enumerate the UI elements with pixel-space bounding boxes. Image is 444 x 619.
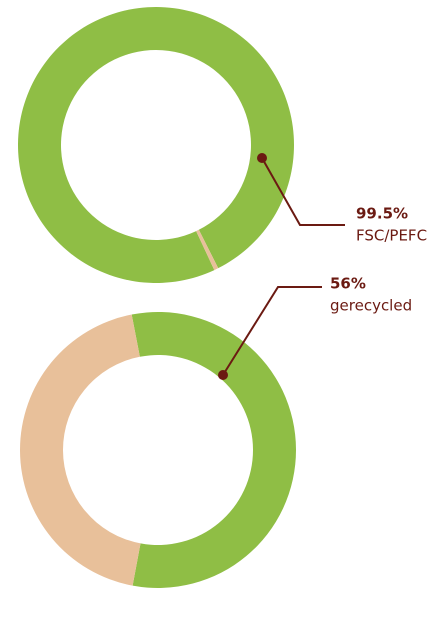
donut-segment <box>20 314 141 586</box>
leader-line <box>261 157 345 226</box>
donut-segment <box>131 312 297 588</box>
donut-segment <box>18 6 295 283</box>
leader-line <box>222 286 322 376</box>
value-label: 99.5% <box>356 205 408 223</box>
leader-dot <box>257 153 267 163</box>
leader-dot <box>218 370 228 380</box>
donut-segment <box>196 229 219 271</box>
value-label: 56% <box>330 275 366 293</box>
category-label: FSC/PEFC <box>356 227 427 245</box>
category-label: gerecycled <box>330 297 412 315</box>
